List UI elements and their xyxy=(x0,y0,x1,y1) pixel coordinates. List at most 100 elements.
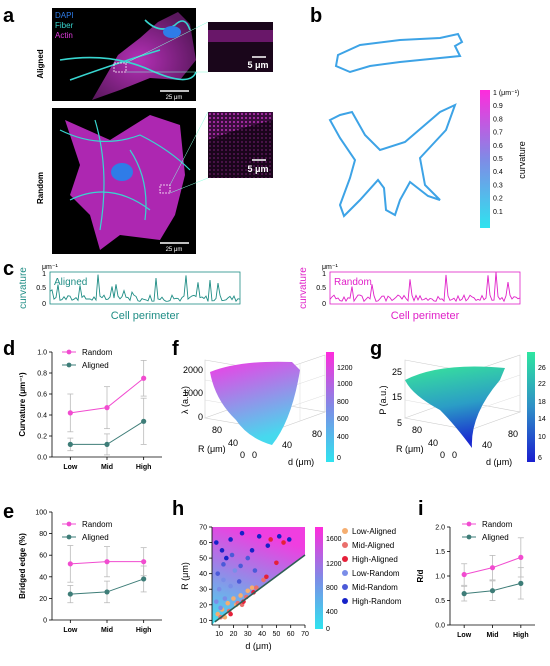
scatter-point xyxy=(215,571,221,576)
g-zlabel: P (a.u.) xyxy=(378,385,388,414)
f-ylabel: R (μm) xyxy=(198,444,226,454)
scatter-point xyxy=(265,543,271,548)
y-tick-label: 0.2 xyxy=(37,434,47,441)
legend-marker xyxy=(342,556,348,562)
colorbar-tick: 0.8 xyxy=(493,116,503,123)
x-tick-label: Low xyxy=(63,464,78,471)
g-ylabel: R (μm) xyxy=(396,444,424,454)
scatter-point xyxy=(286,537,292,542)
random-fibers xyxy=(59,119,191,231)
colorbar-tick: 1200 xyxy=(326,561,342,568)
colorbar-tick: 400 xyxy=(337,434,349,441)
legend-label: Random xyxy=(82,520,113,529)
data-point xyxy=(461,591,467,597)
scatter-point xyxy=(274,560,279,566)
legend-label: Mid-Random xyxy=(352,583,398,592)
data-point xyxy=(141,418,147,424)
data-point xyxy=(104,589,110,595)
data-point xyxy=(489,565,496,571)
g-ztick-1: 25 xyxy=(392,367,402,377)
scatter-point xyxy=(219,548,225,553)
scatter-point xyxy=(245,555,251,561)
legend-label: Aligned xyxy=(82,361,109,370)
c-trace xyxy=(49,274,241,303)
panel-label-i: i xyxy=(418,498,424,520)
c-ytick: 0.5 xyxy=(36,285,46,292)
legend-label: High-Random xyxy=(352,597,402,606)
colorbar-tick: 600 xyxy=(337,416,349,423)
aligned-nucleus xyxy=(163,26,181,38)
x-tick-label: Low xyxy=(63,627,78,634)
g-dtick-3: 80 xyxy=(508,429,518,439)
f-dtick-1: 0 xyxy=(252,450,257,460)
scatter-point xyxy=(249,548,255,553)
y-axis-label: R (μm) xyxy=(180,562,190,590)
legend-label: Random xyxy=(482,520,513,529)
x-tick-label: 10 xyxy=(215,631,223,638)
scatter-point xyxy=(256,534,262,539)
y-tick-label: 30 xyxy=(199,587,207,594)
y-tick-label: 0.6 xyxy=(37,392,47,399)
x-tick-label: 20 xyxy=(230,631,238,638)
scatter-point xyxy=(231,596,236,601)
f-xlabel: d (μm) xyxy=(288,457,314,467)
curvature-colorbar-ticks: 1 (μm⁻¹) 0.9 0.8 0.7 0.6 0.5 0.4 0.3 0.2 0.1 xyxy=(493,90,519,216)
colorbar-tick: 0 xyxy=(337,455,341,462)
y-tick-label: 20 xyxy=(39,596,47,603)
f-zlabel: λ (a.u.) xyxy=(180,386,190,414)
colorbar-tick: 22 xyxy=(538,381,546,388)
scatter-point xyxy=(228,583,233,589)
legend-label: High-Aligned xyxy=(352,555,398,564)
data-point xyxy=(141,375,147,381)
f-dtick-2: 40 xyxy=(282,440,292,450)
scatter-point xyxy=(221,562,226,567)
y-tick-label: 40 xyxy=(39,574,47,581)
colorbar-tick: 0.2 xyxy=(493,196,503,203)
x-tick-label: High xyxy=(136,627,152,634)
legend-label: Mid-Aligned xyxy=(352,541,394,550)
scatter-point xyxy=(254,585,259,590)
legend-label: Random xyxy=(82,348,113,357)
x-tick-label: High xyxy=(136,464,152,471)
legend-label: Low-Aligned xyxy=(352,527,396,536)
data-point xyxy=(104,405,110,411)
c-trace xyxy=(329,272,521,303)
fit-line xyxy=(214,554,306,623)
scatter-point xyxy=(213,599,219,604)
y-tick-label: 10 xyxy=(199,618,207,625)
c-ytick: 1 xyxy=(42,271,46,278)
surface-g xyxy=(405,366,505,448)
scatter-point xyxy=(239,530,245,536)
colorbar-tick: 1600 xyxy=(326,536,342,543)
curvature-colorbar xyxy=(480,90,490,228)
panel-label-e: e xyxy=(3,501,14,523)
g-rtick-1: 80 xyxy=(412,425,422,435)
random-inset-scale-text: 5 μm xyxy=(247,164,268,174)
f-ztick-2: 1000 xyxy=(183,388,203,398)
scatter-point xyxy=(213,540,219,545)
scatter-point xyxy=(245,588,251,594)
x-tick-label: 30 xyxy=(244,631,252,638)
colorbar-tick: 0.6 xyxy=(493,143,503,150)
legend-label: Low-Random xyxy=(352,569,400,578)
x-tick-label: Mid xyxy=(486,632,498,639)
g-dtick-2: 40 xyxy=(482,440,492,450)
data-point xyxy=(104,559,110,565)
colorbar-g xyxy=(527,352,535,462)
scatter-point xyxy=(238,563,243,569)
y-tick-label: 2.0 xyxy=(435,525,445,532)
colorbar-tick: 14 xyxy=(538,416,546,423)
data-point xyxy=(518,554,524,560)
y-tick-label: 1.0 xyxy=(435,574,445,581)
y-tick-label: 100 xyxy=(35,510,47,517)
data-point xyxy=(67,441,73,447)
scatter-point xyxy=(276,534,282,539)
chart-i: 0.0 0.5 1.0 1.5 2.0 Low Mid High R/d Random Aligne… xyxy=(416,520,535,639)
colorbar-tick: 1 (μm⁻¹) xyxy=(493,90,519,97)
data-point xyxy=(141,576,147,582)
legend-marker xyxy=(342,528,348,534)
scatter-point xyxy=(216,586,222,592)
y-tick-label: 0.0 xyxy=(37,455,47,462)
